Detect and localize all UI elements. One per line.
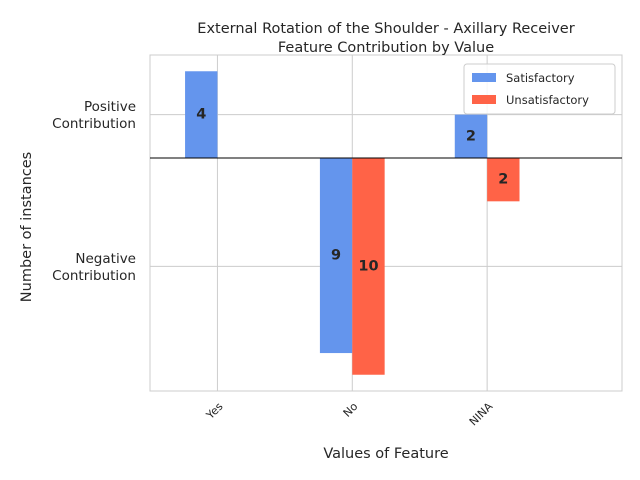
- bar-satisfactory-nina: [454, 114, 488, 158]
- y-tick-label: Negative Contribution: [52, 251, 136, 284]
- y-axis-label: Number of instances: [19, 152, 35, 302]
- bar-labels: 4 9 2 10 2: [196, 107, 508, 275]
- bar-data-label: 4: [196, 107, 206, 123]
- chart-title: External Rotation of the Shoulder - Axil…: [197, 21, 574, 37]
- x-tick-label: Yes: [203, 400, 226, 423]
- legend-label-satisfactory: Satisfactory: [506, 71, 575, 85]
- legend-label-unsatisfactory: Unsatisfactory: [506, 93, 589, 107]
- legend-swatch-unsatisfactory: [472, 95, 496, 104]
- bar-satisfactory-no: [319, 157, 353, 354]
- legend-swatch-satisfactory: [472, 73, 496, 82]
- bar-data-label: 2: [498, 172, 508, 188]
- bar-satisfactory-yes: [185, 71, 218, 158]
- legend-box: [463, 63, 616, 115]
- x-tick-labels: Yes No NINA: [203, 400, 496, 429]
- x-axis-label: Values of Feature: [323, 446, 448, 462]
- bar-unsatisfactory-nina: [487, 157, 520, 202]
- bar-data-label: 10: [358, 258, 378, 274]
- y-tick-labels: Positive Contribution Negative Contribution: [52, 99, 136, 284]
- legend: Satisfactory Unsatisfactory: [463, 63, 616, 115]
- x-tick-label: NINA: [467, 400, 496, 429]
- y-tick-label: Positive Contribution: [52, 99, 136, 132]
- bar-data-label: 9: [331, 248, 341, 264]
- x-tick-label: No: [341, 400, 361, 420]
- chart-subtitle: Feature Contribution by Value: [278, 40, 494, 56]
- bars: [185, 71, 520, 375]
- bar-data-label: 2: [466, 128, 476, 144]
- bar-unsatisfactory-no: [352, 157, 385, 375]
